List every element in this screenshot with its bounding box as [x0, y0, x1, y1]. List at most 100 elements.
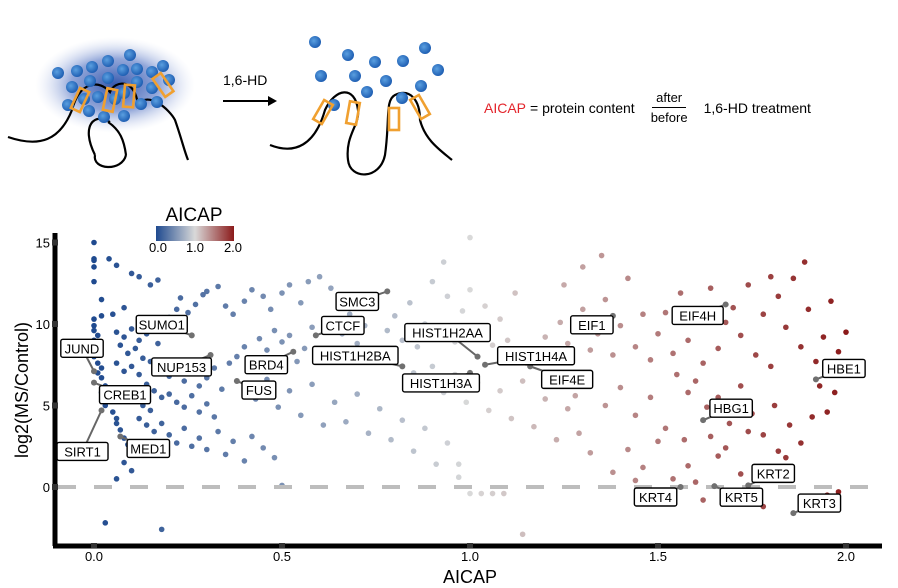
data-point [298, 300, 304, 306]
data-point [685, 389, 691, 396]
data-point [722, 319, 729, 326]
data-point [166, 391, 172, 397]
data-point [752, 352, 759, 358]
gene-label: EIF4H [671, 305, 724, 326]
data-point [113, 415, 120, 422]
x-axis-title: AICAP [443, 567, 497, 587]
data-point [91, 264, 97, 270]
x-tick-mark [467, 543, 473, 548]
gene-label-box [671, 305, 724, 326]
data-point [215, 283, 221, 290]
gene-label: HBG1 [709, 398, 754, 418]
x-tick-mark [279, 543, 285, 548]
data-point [700, 497, 706, 503]
data-point [125, 350, 131, 357]
labeled-point [677, 484, 684, 490]
data-point [422, 425, 428, 432]
labeled-point [384, 288, 391, 295]
data-point [286, 282, 293, 288]
data-point [828, 298, 834, 304]
data-point [512, 290, 518, 296]
data-point [580, 306, 586, 313]
data-point [681, 436, 688, 443]
data-point [531, 423, 537, 430]
data-point [196, 435, 203, 441]
data-point [230, 311, 236, 318]
data-point [497, 316, 503, 322]
labeled-point [290, 348, 297, 355]
formula-suffix: 1,6-HD treatment [703, 99, 811, 116]
data-point [158, 526, 165, 533]
data-point [249, 433, 255, 440]
data-point [745, 428, 752, 435]
data-point [467, 490, 473, 497]
data-point [414, 344, 421, 350]
data-point [294, 358, 300, 365]
data-point [113, 329, 120, 335]
data-point [110, 409, 116, 415]
data-point [260, 293, 267, 300]
formula-fraction: after before [647, 90, 692, 125]
data-point [816, 383, 823, 389]
data-point [655, 330, 661, 337]
data-point [700, 360, 706, 366]
data-point [320, 422, 327, 428]
data-point [222, 303, 229, 309]
data-point [143, 422, 150, 428]
gene-label-text: KRT4 [639, 490, 672, 505]
data-point [173, 399, 180, 406]
data-point [790, 275, 797, 282]
data-point [508, 415, 515, 422]
data-point [204, 401, 210, 407]
data-point [730, 304, 736, 311]
data-point [241, 298, 248, 304]
condensate-before [7, 37, 195, 169]
data-point [557, 319, 564, 326]
data-point [241, 344, 248, 350]
y-tick-mark [52, 402, 58, 409]
data-point [722, 445, 729, 451]
gene-label-text: MED1 [130, 441, 166, 456]
colorbar-gradient [156, 226, 234, 241]
gene-label-box [751, 463, 796, 484]
data-point [301, 345, 308, 352]
data-point [410, 448, 417, 454]
x-tick-mark [91, 543, 97, 548]
gene-label-box [401, 373, 481, 393]
data-point [572, 392, 579, 399]
gene-label-text: FUS [246, 383, 272, 398]
data-point [542, 334, 548, 340]
data-point [155, 340, 161, 347]
gene-label-text: SUMO1 [139, 317, 185, 332]
y-tick-mark [52, 484, 58, 490]
labeled-point [117, 433, 124, 440]
labeled-point [745, 482, 752, 489]
gene-label-box [98, 384, 152, 405]
data-point [715, 345, 721, 352]
data-point [587, 347, 594, 353]
data-point [489, 342, 496, 348]
data-point [279, 339, 285, 345]
gene-label-text: EIF4E [549, 372, 585, 387]
data-point [737, 332, 744, 339]
x-tick-label: 1.5 [649, 549, 667, 564]
data-point [94, 332, 101, 339]
data-point [692, 378, 699, 384]
gene-label: BRD4 [244, 355, 289, 375]
data-point [685, 463, 691, 469]
data-point [305, 278, 312, 285]
data-point [91, 257, 97, 264]
data-point [91, 278, 97, 285]
data-point [835, 489, 842, 495]
data-point [215, 428, 221, 435]
data-point [91, 327, 97, 334]
data-point [429, 363, 436, 370]
data-point [211, 414, 218, 420]
gene-label-box [709, 398, 754, 418]
data-point [486, 407, 492, 414]
data-point [132, 345, 139, 352]
data-point [121, 459, 127, 466]
schematic-diagram [7, 36, 453, 176]
data-point [151, 388, 157, 394]
data-point [275, 404, 282, 410]
